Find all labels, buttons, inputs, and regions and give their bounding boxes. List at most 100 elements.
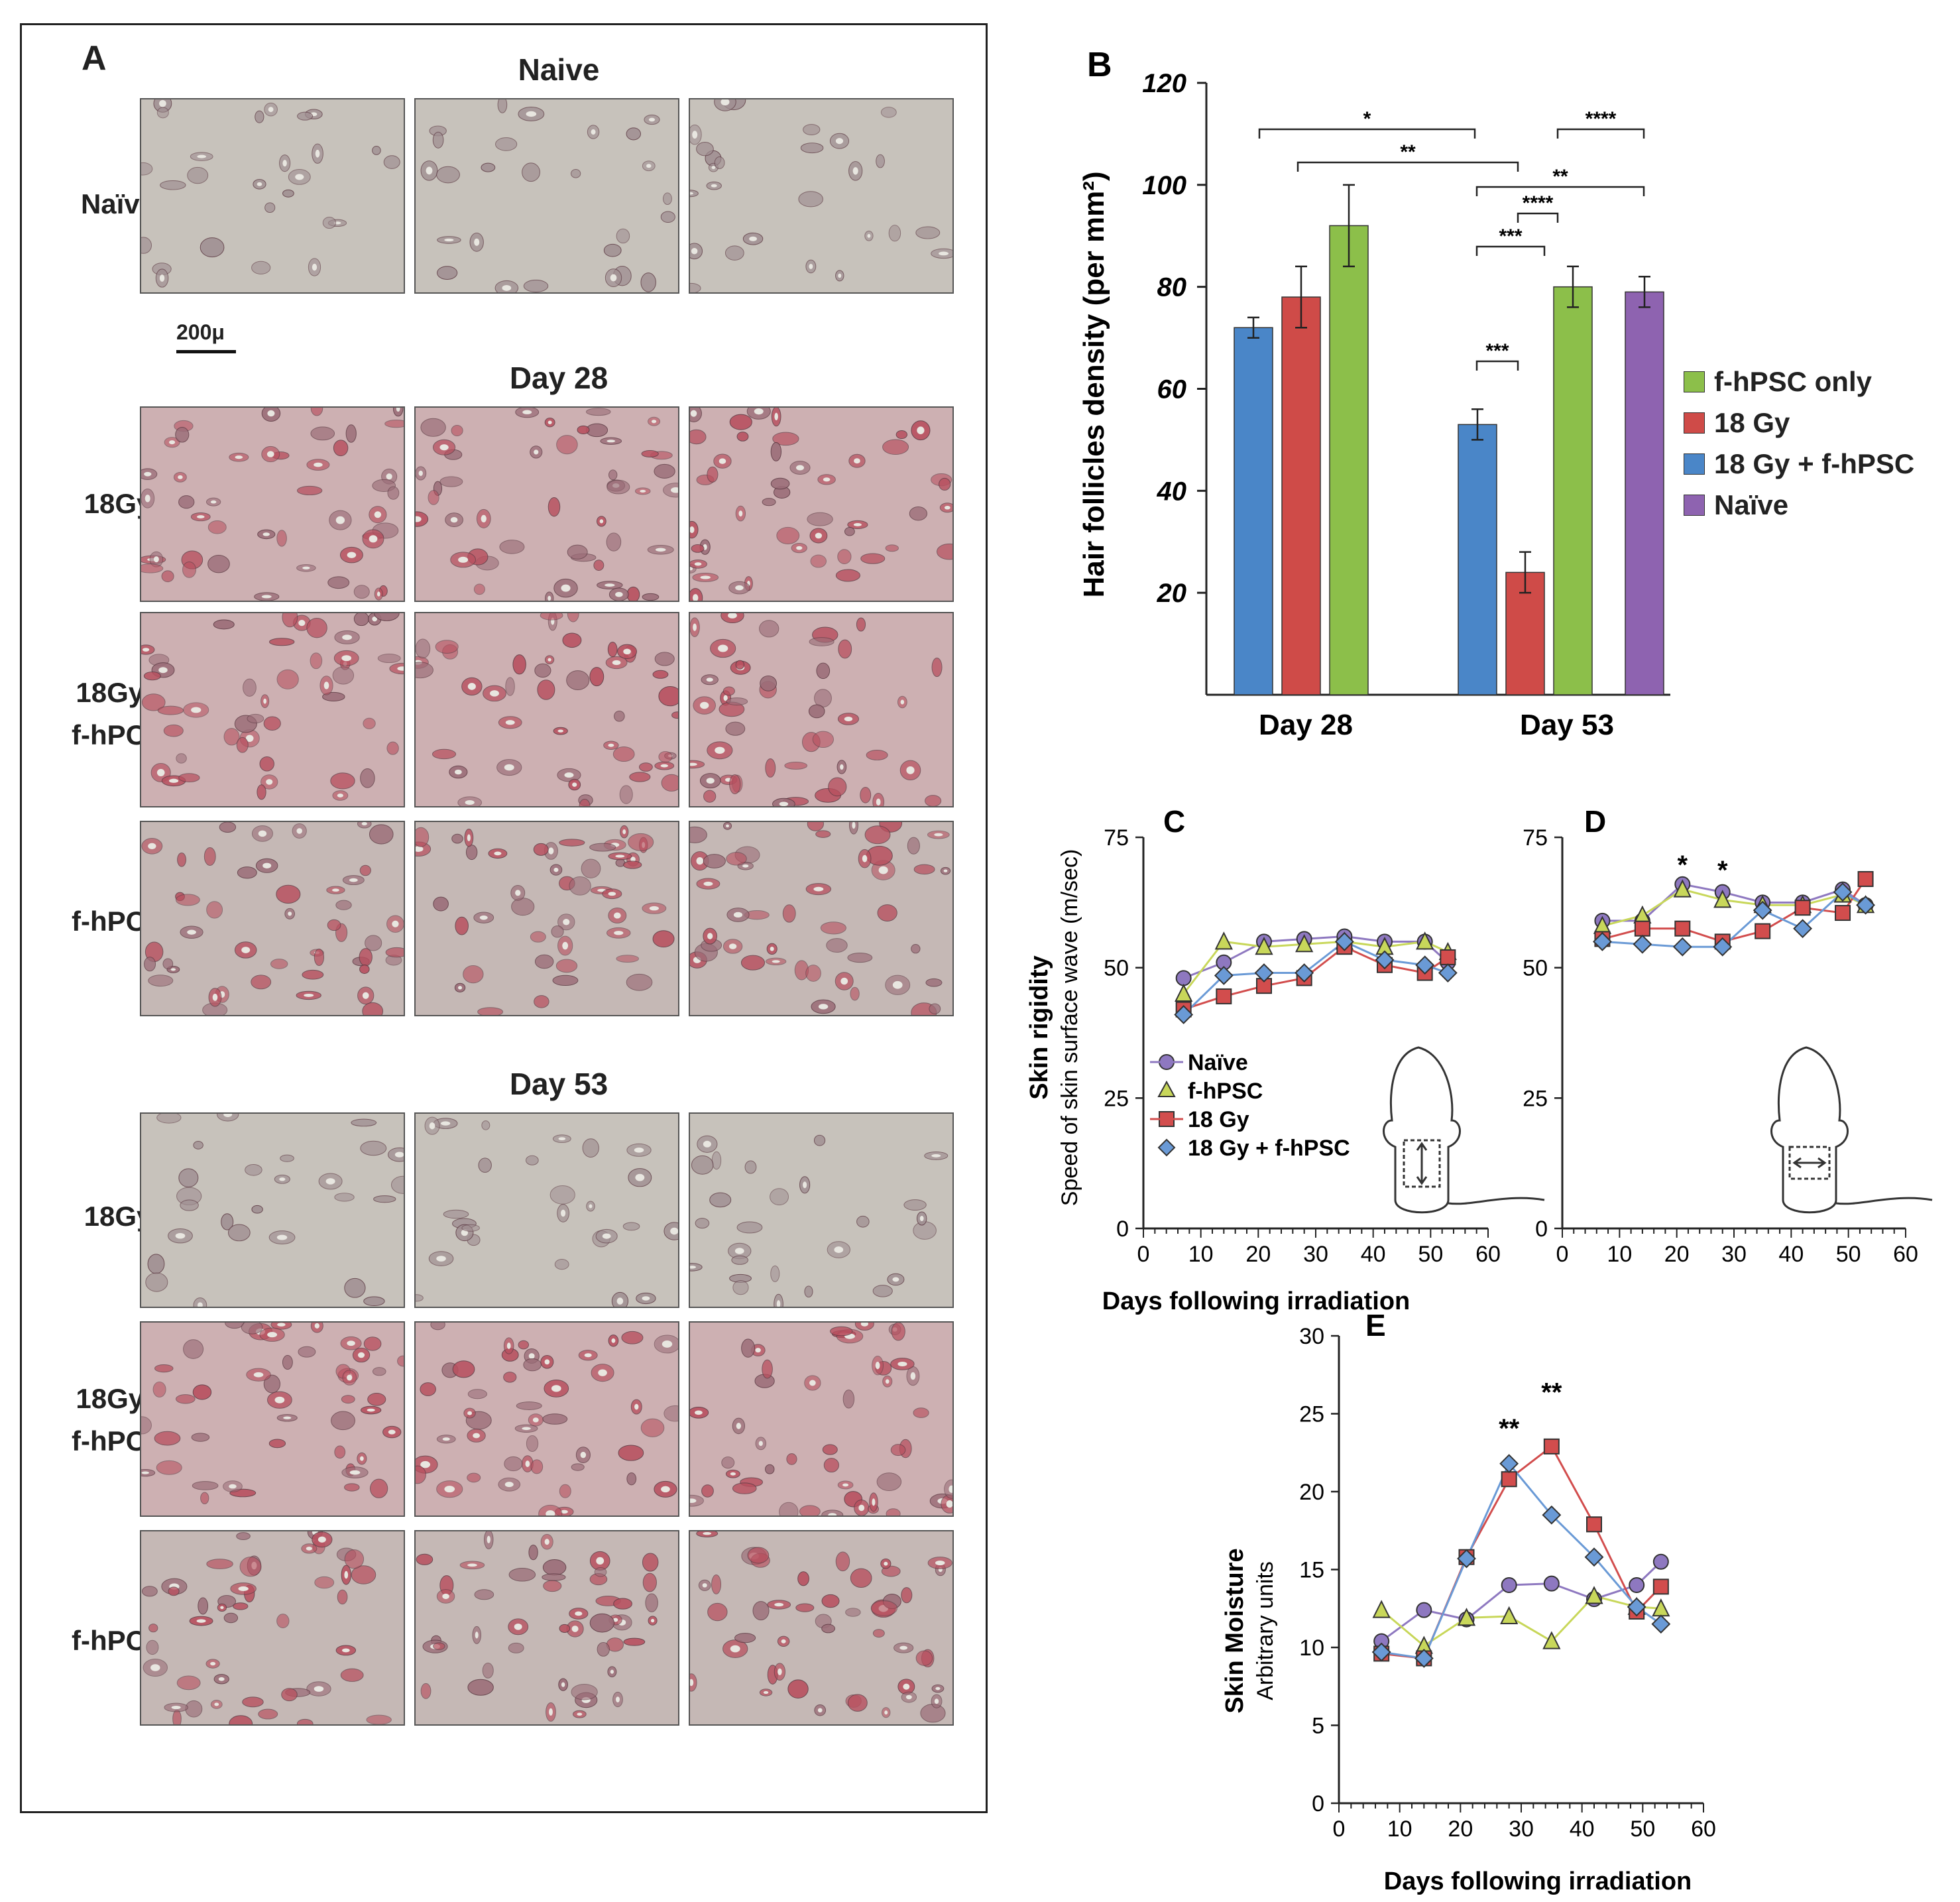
micrograph-tile: [689, 1321, 954, 1517]
data-point: [1501, 1471, 1517, 1488]
data-point: [1174, 1005, 1194, 1024]
data-point: [1457, 1608, 1476, 1626]
data-point: [1793, 919, 1813, 939]
micrograph-tile: [414, 98, 679, 294]
x-tick-label: 40: [1570, 1816, 1595, 1842]
x-tick-label: 30: [1303, 1242, 1328, 1267]
panel-c-letter: C: [1163, 804, 1185, 839]
micrograph-tile: [140, 612, 405, 807]
x-tick-label: 10: [1188, 1242, 1214, 1267]
panel-e-ylabel2: Arbitrary units: [1253, 1561, 1278, 1700]
data-point: [1254, 963, 1274, 982]
scale-bar-label: 200μ: [176, 320, 225, 344]
data-point: [1633, 934, 1652, 954]
legend-item-18gy: 18 Gy: [1684, 402, 1914, 444]
significance-label: **: [1400, 141, 1416, 163]
svg-text:f-hPSC: f-hPSC: [1188, 1079, 1263, 1104]
x-tick-label: 50: [1836, 1242, 1861, 1267]
significance-label: ****: [1585, 108, 1617, 130]
panel-e-letter: E: [1365, 1308, 1386, 1342]
micrograph-tile: [414, 1112, 679, 1308]
section-title-naive: Naive: [518, 52, 600, 87]
panel-c-ylabel2: Speed of skin surface wave (m/sec): [1057, 849, 1082, 1207]
data-point: [1255, 936, 1273, 955]
data-point: [1543, 1575, 1560, 1592]
data-point: [1415, 955, 1435, 975]
data-point: [1593, 931, 1612, 951]
significance-label: ***: [1485, 340, 1509, 362]
y-tick-label: 80: [1157, 273, 1187, 302]
micrograph-tile: [689, 1530, 954, 1726]
legend-item-18gy-fhpsc: 18 Gy + f-hPSC: [1157, 1136, 1350, 1161]
panel-a-micrographs: A Naive Day 28 Day 53 200μ Naïve 18Gy 18…: [20, 23, 988, 1813]
data-point: [1753, 900, 1772, 920]
micrograph-tile: [140, 406, 405, 602]
y-tick-label: 5: [1312, 1714, 1324, 1739]
data-point: [1629, 1577, 1645, 1593]
data-point: [1371, 1642, 1391, 1662]
x-tick-label: 30: [1509, 1816, 1534, 1842]
data-point: [1440, 949, 1456, 965]
data-point: [1857, 870, 1874, 887]
data-point: [1216, 988, 1232, 1004]
legend-item-fhpsc-only: f-hPSC only: [1684, 361, 1914, 402]
bar: [1329, 225, 1369, 695]
significance-bracket: [1556, 128, 1645, 139]
legend-item-naive: Naïve: [1150, 1050, 1248, 1075]
data-point: [1833, 882, 1853, 902]
data-point: [1214, 931, 1233, 950]
significance-label: **: [1541, 1378, 1562, 1407]
micrograph-tile: [414, 1321, 679, 1517]
bar: [1458, 424, 1497, 695]
significance-label: **: [1499, 1414, 1520, 1443]
y-tick-label: 40: [1157, 477, 1187, 506]
x-tick-label: 0: [1137, 1242, 1150, 1267]
data-point: [1543, 1438, 1560, 1455]
significance-bracket: [1517, 212, 1559, 223]
significance-bracket: [1297, 161, 1519, 172]
data-point: [1214, 966, 1234, 985]
panel-a-letter: A: [82, 39, 107, 78]
x-tick-label: 60: [1475, 1242, 1501, 1267]
data-point: [1794, 900, 1811, 916]
significance-label: *: [1363, 108, 1371, 130]
series-line: [1602, 888, 1867, 927]
micrograph-tile: [689, 612, 954, 807]
legend-item-naive: Naïve: [1684, 485, 1914, 526]
legend-swatch: [1684, 495, 1705, 516]
mouse-diagram-icon: [1383, 1046, 1545, 1214]
x-tick-label: 50: [1630, 1816, 1655, 1842]
micrograph-tile: [140, 1112, 405, 1308]
x-category-label: Day 28: [1259, 709, 1353, 741]
significance-bracket: [1258, 128, 1476, 139]
y-tick-label: 60: [1157, 375, 1187, 404]
y-tick-label: 10: [1299, 1635, 1324, 1661]
significance-bracket: [1475, 245, 1546, 256]
svg-text:18 Gy + f-hPSC: 18 Gy + f-hPSC: [1188, 1136, 1350, 1161]
significance-bracket: [1475, 186, 1645, 196]
legend-item-18gy-fhpsc: 18 Gy + f-hPSC: [1684, 444, 1914, 485]
y-tick-label: 20: [1157, 579, 1187, 608]
significance-bracket: [1475, 360, 1519, 371]
x-tick-label: 20: [1448, 1816, 1473, 1842]
data-point: [1713, 937, 1733, 957]
bar: [1281, 296, 1321, 695]
svg-text:Naïve: Naïve: [1188, 1050, 1248, 1075]
bar: [1234, 327, 1273, 695]
legend-marker: [1157, 1138, 1176, 1157]
x-category-label: Day 53: [1520, 709, 1614, 741]
data-point: [1295, 963, 1314, 982]
legend-marker: [1157, 1080, 1176, 1097]
data-point: [1416, 931, 1434, 950]
data-point: [1652, 1578, 1669, 1595]
data-point: [1713, 890, 1732, 908]
data-point: [1175, 970, 1192, 986]
micrograph-tile: [689, 98, 954, 294]
data-point: [1414, 1649, 1434, 1668]
x-tick-label: 0: [1556, 1242, 1569, 1267]
micrograph-tile: [689, 406, 954, 602]
micrograph-tile: [140, 1321, 405, 1517]
series-line: [1381, 1461, 1662, 1660]
